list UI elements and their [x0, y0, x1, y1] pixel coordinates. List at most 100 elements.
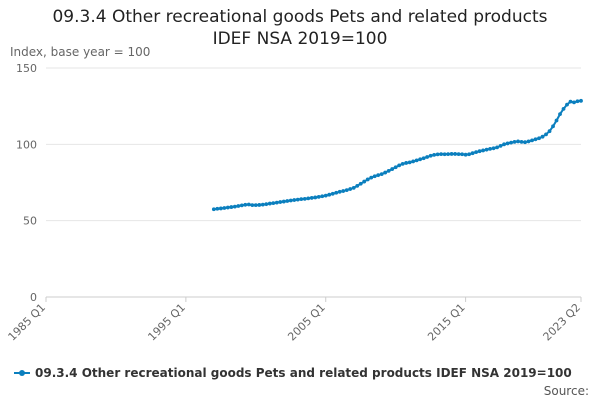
- data-point: [281, 199, 286, 204]
- data-point: [316, 194, 321, 199]
- data-point: [481, 148, 485, 153]
- data-point: [502, 142, 506, 147]
- data-point: [498, 143, 503, 148]
- y-tick-label: 0: [30, 291, 37, 304]
- y-tick-label: 50: [23, 215, 37, 228]
- data-point: [229, 205, 234, 209]
- data-point: [386, 169, 391, 173]
- data-point: [512, 139, 517, 144]
- data-point: [313, 195, 318, 200]
- legend-line-marker-icon: [14, 368, 30, 378]
- data-point: [442, 152, 447, 157]
- data-point: [379, 172, 384, 177]
- data-point: [278, 200, 283, 204]
- data-point: [575, 99, 580, 104]
- data-point: [218, 206, 223, 211]
- data-point: [292, 198, 297, 202]
- data-point: [211, 207, 216, 212]
- data-point: [544, 132, 548, 137]
- legend-series-label: 09.3.4 Other recreational goods Pets and…: [35, 366, 572, 380]
- y-tick-label: 150: [16, 62, 37, 75]
- data-point: [470, 151, 475, 156]
- data-point: [341, 189, 346, 193]
- data-point: [302, 196, 307, 201]
- data-point: [355, 183, 360, 188]
- data-point: [393, 165, 398, 170]
- chart-title: 09.3.4 Other recreational goods Pets and…: [0, 6, 600, 50]
- data-point: [572, 100, 576, 105]
- data-point: [558, 112, 562, 117]
- data-point: [453, 152, 458, 156]
- y-tick-label: 100: [16, 138, 37, 151]
- data-point: [579, 98, 583, 103]
- data-point: [337, 189, 342, 194]
- data-point: [309, 196, 314, 200]
- data-point: [526, 139, 531, 144]
- data-point: [400, 161, 405, 166]
- data-point: [407, 160, 412, 165]
- data-point: [533, 137, 538, 142]
- data-point: [446, 152, 451, 157]
- data-point: [306, 196, 311, 201]
- series-line: [212, 99, 582, 211]
- source-label: Source:: [543, 384, 589, 398]
- data-point: [523, 140, 527, 145]
- data-point: [551, 124, 555, 129]
- data-point: [320, 194, 325, 199]
- data-point: [362, 179, 367, 184]
- data-point: [537, 136, 541, 141]
- data-point: [484, 147, 489, 152]
- data-point: [239, 203, 244, 208]
- data-point: [288, 198, 293, 203]
- data-point: [540, 134, 545, 139]
- data-point: [397, 163, 402, 168]
- x-tick-label: 1995 Q1: [145, 301, 188, 344]
- data-point: [474, 150, 478, 155]
- data-point: [274, 200, 279, 205]
- data-point: [222, 206, 227, 210]
- data-point: [509, 140, 513, 145]
- data-point: [358, 181, 363, 186]
- data-point: [568, 99, 573, 104]
- data-point: [267, 201, 272, 206]
- data-point: [421, 156, 426, 161]
- legend-dot-icon: [19, 370, 25, 376]
- data-point: [225, 205, 230, 210]
- data-point: [414, 158, 419, 163]
- data-point: [376, 173, 381, 178]
- data-point: [334, 190, 339, 195]
- data-point: [323, 193, 328, 198]
- data-point: [365, 177, 370, 182]
- data-point: [390, 167, 395, 171]
- x-tick-label: 1985 Q1: [6, 301, 49, 344]
- data-point: [344, 188, 349, 193]
- data-point: [404, 161, 409, 165]
- data-point: [418, 157, 423, 162]
- data-point: [327, 192, 332, 197]
- data-point: [516, 139, 520, 144]
- data-point: [428, 153, 433, 158]
- data-point: [460, 152, 465, 157]
- data-point: [348, 187, 353, 191]
- data-point: [488, 147, 492, 151]
- data-point: [530, 138, 534, 143]
- data-point: [383, 170, 388, 175]
- data-point: [439, 152, 444, 157]
- chart-title-line-2: IDEF NSA 2019=100: [212, 29, 388, 49]
- data-point: [243, 202, 248, 207]
- legend[interactable]: 09.3.4 Other recreational goods Pets and…: [14, 366, 572, 380]
- x-tick-label: 2015 Q1: [425, 301, 468, 344]
- data-point: [495, 145, 499, 150]
- data-point: [215, 206, 220, 211]
- data-point: [425, 155, 430, 159]
- data-point: [432, 152, 437, 157]
- data-point: [330, 191, 335, 196]
- data-point: [435, 152, 440, 157]
- data-point: [561, 107, 566, 111]
- data-point: [411, 159, 416, 164]
- x-tick-label: 2005 Q1: [285, 301, 328, 344]
- data-point: [456, 152, 461, 157]
- data-point: [271, 201, 276, 206]
- data-point: [232, 204, 237, 209]
